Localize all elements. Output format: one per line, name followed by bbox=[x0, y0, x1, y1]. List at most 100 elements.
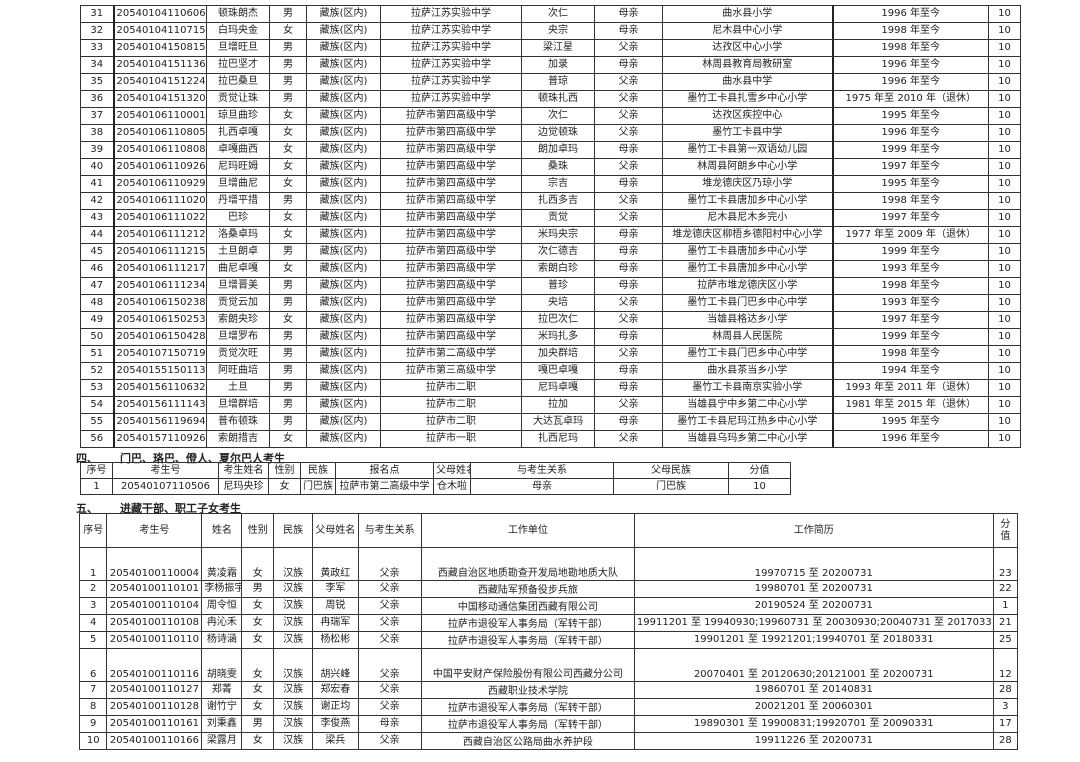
cell-score: 23 bbox=[992, 547, 1019, 581]
cell-site: 拉萨江苏实验中学 bbox=[380, 73, 522, 91]
cell-name: 琼旦曲珍 bbox=[206, 107, 270, 125]
cell-ethnicity: 汉族 bbox=[273, 698, 314, 716]
cell-site: 拉萨市二职 bbox=[380, 413, 522, 431]
cell-id: 20540157110926 bbox=[112, 430, 207, 448]
cell-score: 10 bbox=[988, 90, 1021, 108]
cell-parent: 拉加 bbox=[521, 396, 595, 414]
cell-name: 胡晓雯 bbox=[201, 648, 243, 682]
cell-ethnicity: 藏族(区内) bbox=[306, 141, 381, 159]
cell-unit: 墨竹工卡县扎雪乡中心小学 bbox=[662, 90, 833, 108]
cell-id: 20540100110166 bbox=[106, 732, 203, 750]
cell-no: 33 bbox=[80, 39, 114, 57]
cell-name: 洛桑卓玛 bbox=[206, 226, 270, 244]
cell-unit: 林周县阿朗乡中心小学 bbox=[662, 158, 833, 176]
cell-history: 1981 年至 2015 年（退休） bbox=[831, 396, 989, 414]
cell-ethnicity: 藏族(区内) bbox=[306, 175, 381, 193]
cell-site: 拉萨市第四高级中学 bbox=[380, 226, 522, 244]
cell-ethnicity: 汉族 bbox=[273, 681, 314, 699]
cell-relation: 母亲 bbox=[594, 175, 663, 193]
cell-no: 10 bbox=[78, 732, 108, 750]
table-row: 42 20540106111020 丹增平措男藏族(区内) 拉萨市第四高级中学 扎西多吉… bbox=[80, 192, 1021, 210]
cell-parent: 央宗 bbox=[521, 22, 595, 40]
cell-history: 1977 年至 2009 年（退休） bbox=[831, 226, 989, 244]
table-row: 4 20540100110108 冉沁禾女汉族 冉瑞军 父亲 拉萨市退役军人事务局（军转干… bbox=[78, 614, 1019, 632]
cell-history: 1996 年至今 bbox=[831, 124, 989, 142]
cell-score: 10 bbox=[988, 22, 1021, 40]
cell-gender: 男 bbox=[269, 73, 307, 91]
cell-gender: 女 bbox=[241, 732, 275, 750]
cell-ethnicity: 藏族(区内) bbox=[306, 294, 381, 312]
cell-name: 刘秉鑫 bbox=[201, 715, 243, 733]
cell-no: 1 bbox=[78, 547, 108, 581]
table-row: 39 20540106110808 卓嘎曲西女藏族(区内) 拉萨市第四高级中学 朗加卓玛… bbox=[80, 141, 1021, 159]
cell-relation: 母亲 bbox=[594, 379, 663, 397]
cell-relation: 父亲 bbox=[357, 681, 422, 699]
cell-parent: 嘎巴卓嘎 bbox=[521, 362, 595, 380]
cell-name: 郑菁 bbox=[201, 681, 243, 699]
cell-ethnicity: 藏族(区内) bbox=[306, 379, 381, 397]
column-header: 考生号 bbox=[106, 513, 203, 548]
cell-history: 1995 年至今 bbox=[831, 107, 989, 125]
cell-relation: 父亲 bbox=[357, 597, 422, 615]
cell-unit: 墨竹工卡县门巴乡中心中学 bbox=[662, 345, 833, 363]
cell-id: 20540104151136 bbox=[112, 56, 207, 74]
cell-relation: 母亲 bbox=[594, 56, 663, 74]
cell-gender: 女 bbox=[269, 209, 307, 227]
column-header: 报名点 bbox=[335, 462, 434, 479]
ethnic-minority-candidates-table: 序号考生号考生姓名性别民族报名点父母姓名与考生关系父母民族分值 12054010… bbox=[80, 462, 791, 495]
cell-site: 拉萨市第四高级中学 bbox=[380, 277, 522, 295]
cell-no: 9 bbox=[78, 715, 108, 733]
cell-site: 拉萨江苏实验中学 bbox=[380, 5, 522, 23]
column-header: 考生号 bbox=[112, 462, 219, 479]
table-row: 38 20540106110805 扎西卓嘎女藏族(区内) 拉萨市第四高级中学 边觉顿珠… bbox=[80, 124, 1021, 142]
cell-relation: 父亲 bbox=[594, 311, 663, 329]
cell-no: 38 bbox=[80, 124, 114, 142]
cell-unit: 尼木县尼木乡完小 bbox=[662, 209, 833, 227]
table-row: 44 20540106111212 洛桑卓玛女藏族(区内) 拉萨市第四高级中学 米玛央宗… bbox=[80, 226, 1021, 244]
cell-no: 6 bbox=[78, 648, 108, 682]
cell-parent: 尼玛卓嘎 bbox=[521, 379, 595, 397]
cell-unit: 堆龙德庆区乃琼小学 bbox=[662, 175, 833, 193]
cell-site: 拉萨市第四高级中学 bbox=[380, 192, 522, 210]
cell-id: 20540104151224 bbox=[112, 73, 207, 91]
cell-id: 20540106150428 bbox=[112, 328, 207, 346]
cell-site: 拉萨市第四高级中学 bbox=[380, 124, 522, 142]
cell-unit: 当雄县宁中乡第二中心小学 bbox=[662, 396, 833, 414]
cell-site: 拉萨江苏实验中学 bbox=[380, 90, 522, 108]
cell-no: 36 bbox=[80, 90, 114, 108]
cell-gender: 男 bbox=[269, 379, 307, 397]
cell-gender: 女 bbox=[269, 226, 307, 244]
cell-parent: 桑珠 bbox=[521, 158, 595, 176]
cell-id: 20540156110632 bbox=[112, 379, 207, 397]
cell-id: 20540106110926 bbox=[112, 158, 207, 176]
cell-relation: 父亲 bbox=[594, 294, 663, 312]
cell-score: 10 bbox=[988, 413, 1021, 431]
section-number: 四、 bbox=[76, 452, 98, 465]
cell-score: 10 bbox=[988, 56, 1021, 74]
cell-id: 20540100110161 bbox=[106, 715, 203, 733]
cell-parent: 朗加卓玛 bbox=[521, 141, 595, 159]
cell-name: 旦增曲尼 bbox=[206, 175, 270, 193]
cell-ethnicity: 藏族(区内) bbox=[306, 430, 381, 448]
cell-id: 20540156119694 bbox=[112, 413, 207, 431]
cell-history: 1993 年至今 bbox=[831, 294, 989, 312]
cell-id: 20540106111234 bbox=[112, 277, 207, 295]
cell-no: 42 bbox=[80, 192, 114, 210]
cell-ethnicity: 藏族(区内) bbox=[306, 5, 381, 23]
cell-parent: 扎西尼玛 bbox=[521, 430, 595, 448]
cell-unit: 中国移动通信集团西藏有限公司 bbox=[420, 597, 635, 615]
cell-no: 8 bbox=[78, 698, 108, 716]
cell-id: 20540107110506 bbox=[112, 478, 219, 495]
cell-ethnicity: 藏族(区内) bbox=[306, 311, 381, 329]
cell-parent: 胡兴峰 bbox=[312, 648, 359, 682]
cell-name: 贡觉云加 bbox=[206, 294, 270, 312]
cell-parent: 李俊燕 bbox=[312, 715, 359, 733]
cell-ethnicity: 藏族(区内) bbox=[306, 22, 381, 40]
cell-id: 20540104110606 bbox=[112, 5, 207, 23]
cell-unit: 墨竹工卡县中学 bbox=[662, 124, 833, 142]
cell-history: 19911201 至 19940930;19960731 至 20030930;… bbox=[633, 614, 994, 632]
cell-unit: 墨竹工卡县南京实验小学 bbox=[662, 379, 833, 397]
cell-score: 10 bbox=[988, 277, 1021, 295]
cell-gender: 女 bbox=[268, 478, 301, 495]
cell-unit: 达孜区中心小学 bbox=[662, 39, 833, 57]
